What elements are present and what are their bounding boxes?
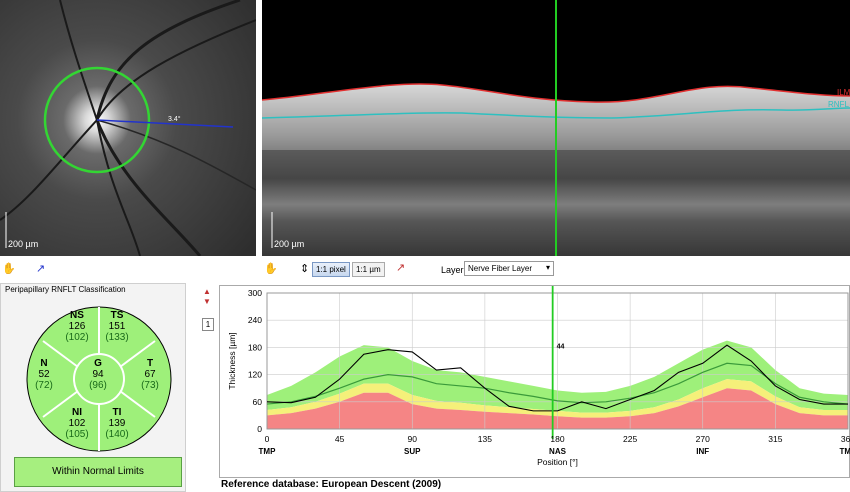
sector-g-value: 94: [92, 369, 104, 380]
sector-ni-label: NI: [72, 407, 82, 418]
cursor-tool-icon[interactable]: ↗: [396, 262, 406, 274]
sector-g: G 94 (96): [78, 358, 118, 391]
ilm-layer-label: ILM: [837, 88, 850, 97]
um-scale-button[interactable]: 1:1 µm: [352, 262, 385, 277]
sector-ti-value: 139: [108, 418, 126, 429]
arrow-down-icon[interactable]: ▼: [203, 297, 211, 306]
y-tick-label: 180: [248, 342, 262, 352]
x-tick-label: 315: [768, 434, 782, 444]
sector-t-label: T: [146, 358, 154, 369]
page-tab[interactable]: 1: [202, 318, 214, 331]
measured-line: [266, 344, 848, 412]
sector-n-label: N: [40, 358, 48, 369]
x-tick-label: 360: [841, 434, 850, 444]
fundus-vessels: [0, 0, 256, 256]
sector-ts-ref: (133): [105, 332, 129, 343]
fit-height-icon[interactable]: ⇕: [300, 263, 310, 275]
sector-ns-ref: (102): [65, 332, 89, 343]
sector-position-label: INF: [696, 447, 709, 456]
layer-select[interactable]: Nerve Fiber Layer ▾: [464, 261, 554, 276]
fundus-scale-label: 200 µm: [8, 239, 39, 249]
fundus-image: 200 µm 3.4°: [0, 0, 256, 256]
x-tick-label: 45: [335, 434, 345, 444]
fundus-circle-label: 3.4°: [168, 116, 181, 123]
x-tick-label: 0: [265, 434, 270, 444]
sector-wheel: [26, 306, 172, 452]
sector-ts-label: TS: [110, 310, 124, 321]
classification-title: Peripapillary RNFLT Classification: [5, 285, 126, 294]
layer-label: Layer:: [441, 265, 467, 275]
sector-t: T 67 (73): [130, 358, 170, 391]
sector-position-label: TMP: [840, 447, 850, 456]
x-tick-label: 90: [408, 434, 418, 444]
thickness-chart-svg: 44 0 60 120 180 240 300 0 45 90 135 180 225 270 315 360…: [227, 286, 850, 467]
sector-ti-label: TI: [112, 407, 122, 418]
x-tick-label: 225: [623, 434, 637, 444]
layer-select-value: Nerve Fiber Layer: [468, 264, 533, 273]
sector-position-label: NAS: [549, 447, 567, 456]
y-tick-label: 240: [248, 315, 262, 325]
plot-frame: [266, 292, 849, 430]
sector-ts: TS 151 (133): [97, 310, 137, 343]
oct-bscan: 200 µm ILM RNFL: [262, 0, 850, 256]
sector-g-ref: (96): [89, 380, 107, 391]
sector-position-label: SUP: [404, 447, 421, 456]
sector-n-ref: (72): [35, 380, 53, 391]
sector-n: N 52 (72): [24, 358, 64, 391]
chevron-down-icon: ▾: [545, 263, 550, 272]
sector-ts-value: 151: [108, 321, 126, 332]
mean-line: [266, 362, 849, 405]
y-tick-label: 60: [253, 397, 263, 407]
sector-ns-label: NS: [70, 310, 84, 321]
cursor-value-label: 44: [557, 343, 565, 350]
oct-scale-label: 200 µm: [274, 239, 305, 249]
sector-ns-value: 126: [68, 321, 86, 332]
x-axis-label: Position [°]: [537, 457, 578, 467]
sector-ti: TI 139 (140): [97, 407, 137, 440]
arrow-up-icon[interactable]: ▲: [203, 287, 211, 296]
pixel-scale-button[interactable]: 1:1 pixel: [312, 262, 350, 277]
y-tick-label: 300: [248, 288, 262, 298]
sector-t-value: 67: [144, 369, 156, 380]
y-axis-label: Thickness [µm]: [227, 332, 237, 389]
sector-n-value: 52: [38, 369, 50, 380]
reference-database: Reference database: European Descent (20…: [221, 479, 442, 490]
classification-result: Within Normal Limits: [14, 457, 182, 487]
pan-tool-icon[interactable]: ✋: [264, 263, 278, 275]
thickness-chart: 44 0 60 120 180 240 300 0 45 90 135 180 225 270 315 360…: [219, 285, 850, 478]
x-tick-label: 135: [478, 434, 492, 444]
oct-bscan-layers: [262, 0, 850, 256]
x-tick-label: 180: [550, 434, 564, 444]
sector-g-label: G: [94, 358, 102, 369]
y-tick-label: 0: [257, 424, 262, 434]
sector-ni: NI 102 (105): [57, 407, 97, 440]
sector-t-ref: (73): [141, 380, 159, 391]
rnfl-layer-label: RNFL: [828, 100, 849, 109]
sector-ns: NS 126 (102): [57, 310, 97, 343]
sector-position-label: TMP: [259, 447, 277, 456]
y-tick-label: 120: [248, 370, 262, 380]
sector-ni-value: 102: [68, 418, 86, 429]
x-tick-label: 270: [696, 434, 710, 444]
sector-ti-ref: (140): [105, 429, 129, 440]
measure-tool-icon[interactable]: ↗: [36, 263, 46, 275]
hand-tool-icon[interactable]: ✋: [2, 263, 16, 275]
sector-ni-ref: (105): [65, 429, 89, 440]
